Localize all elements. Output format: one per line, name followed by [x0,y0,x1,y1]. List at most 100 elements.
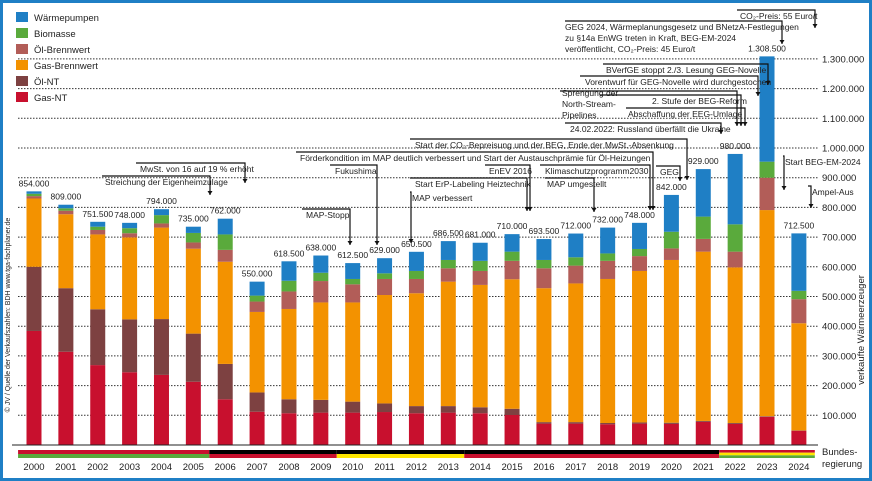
annotation-arrowhead [684,176,690,180]
x-tick-label: 2018 [597,462,618,473]
annotation-text: MAP verbessert [412,193,473,203]
legend-label: Biomasse [34,29,76,40]
total-label: 618.500 [274,248,305,258]
annotation-leader [540,164,651,210]
government-stripe [18,450,210,454]
government-stripe [719,450,815,453]
annotation-arrowhead [765,81,771,85]
legend-swatch [16,92,28,102]
bar-segment-gas-nt-2016 [536,423,552,445]
bar-segment-w-rmepumpen-2016 [536,239,552,260]
bar-segment-w-rmepumpen-2011 [377,258,393,274]
government-stripe [336,450,465,454]
bar-segment-gas-nt-2019 [632,423,648,445]
y-tick-label: 500.000 [822,292,856,303]
bar-segment-gas-brennwert-2024 [791,323,807,431]
annotation-text: Förderkondition im MAP deutlich verbesse… [300,153,651,163]
bar-segment-gas-brennwert-2002 [90,234,106,310]
total-label: 629.000 [369,245,400,255]
bar-segment--l-brennwert-2008 [281,291,297,309]
annotation-leader [136,162,246,183]
x-tick-label: 2023 [756,462,777,473]
bar-segment-biomasse-2014 [472,260,488,271]
bar-segment-gas-brennwert-2011 [377,295,393,404]
annotation-text: MwSt. von 16 auf 19 % erhöht [140,164,255,174]
x-tick-label: 2003 [119,462,140,473]
x-tick-label: 2002 [87,462,108,473]
bar-segment-gas-nt-2010 [345,412,361,445]
bar-segment-gas-brennwert-2005 [185,248,201,334]
x-tick-label: 2001 [55,462,76,473]
y-tick-label: 400.000 [822,322,856,333]
x-tick-label: 2022 [725,462,746,473]
annotation-text: Sprengung der [562,88,618,98]
bar-segment--l-nt-2002 [90,309,106,366]
bar-segment-w-rmepumpen-2008 [281,261,297,281]
bar-segment-w-rmepumpen-2002 [90,221,106,227]
bar-segment-gas-brennwert-2023 [759,210,775,417]
bar-segment-gas-nt-2015 [504,415,520,445]
bar-segment-biomasse-2004 [153,215,169,224]
annotation-text: veröffentlicht, CO₂-Preis: 45 Euro/t [565,44,696,54]
government-stripe [719,452,815,456]
annotation-arrowhead [527,207,533,211]
annotation-arrowhead [738,122,744,126]
bar-segment--l-brennwert-2016 [536,268,552,289]
bar-segment-biomasse-2002 [90,226,106,230]
bar-segment-gas-brennwert-2015 [504,279,520,409]
total-label: 638.000 [305,243,336,253]
annotation-text: Streichung der Eigenheimzulage [105,177,228,187]
bar-segment--l-brennwert-2005 [185,242,201,249]
bar-segment--l-brennwert-2023 [759,177,775,211]
annotation-leader [808,185,812,208]
bar-segment-w-rmepumpen-2012 [408,251,424,271]
total-label: 748.000 [624,210,655,220]
bar-segment--l-nt-2017 [568,422,584,424]
bar-segment-gas-brennwert-2020 [663,259,679,423]
bar-segment-biomasse-2003 [122,228,138,234]
bar-segment-biomasse-2012 [408,270,424,279]
bar-segment-gas-nt-2013 [440,412,456,445]
bar-segment-biomasse-2015 [504,251,520,261]
bar-segment-gas-brennwert-2014 [472,284,488,408]
bar-segment-gas-brennwert-2012 [408,293,424,407]
bar-segment--l-brennwert-2019 [632,256,648,271]
bar-segment--l-nt-2014 [472,407,488,414]
annotation-leader [783,155,785,190]
annotation-text: Pipelines [562,110,597,120]
total-label: 686.500 [433,228,464,238]
bar-segment-gas-brennwert-2007 [249,311,265,393]
bar-segment--l-nt-2007 [249,392,265,412]
government-stripe [336,454,465,458]
bar-segment-w-rmepumpen-2003 [122,222,138,229]
annotation-leader [656,165,681,181]
bar-segment-biomasse-2001 [58,208,74,211]
bar-segment--l-brennwert-2013 [440,268,456,282]
bar-segment--l-nt-2008 [281,399,297,414]
x-tick-label: 2020 [661,462,682,473]
government-label: Bundes- [822,447,857,458]
government-stripe [209,450,337,454]
bar-segment-biomasse-2018 [600,253,616,261]
bar-segment-gas-brennwert-2004 [153,227,169,320]
annotation-text: 2. Stufe der BEG-Reform [652,96,747,106]
y-tick-label: 1.200.000 [822,84,864,95]
annotation-leader [560,90,738,126]
annotation-text: Ampel-Aus [812,187,854,197]
bar-segment--l-brennwert-2014 [472,270,488,285]
x-tick-label: 2005 [183,462,204,473]
bar-segment-gas-nt-2001 [58,351,74,445]
annotation-leader [296,151,654,210]
total-label: 710.000 [497,221,528,231]
bar-segment-gas-nt-2000 [26,330,42,445]
annotation-leader [410,138,688,180]
bar-segment--l-nt-2016 [536,422,552,424]
bar-segment-w-rmepumpen-2018 [600,227,616,254]
bar-segment--l-brennwert-2018 [600,260,616,279]
bar-segment-biomasse-2007 [249,295,265,302]
bar-segment-biomasse-2000 [26,193,42,197]
annotation-text: EnEV 2016 [489,166,532,176]
annotation-text: Klimaschutzprogramm2030 [545,166,649,176]
bar-segment-biomasse-2023 [759,161,775,178]
bar-segment-biomasse-2013 [440,259,456,269]
